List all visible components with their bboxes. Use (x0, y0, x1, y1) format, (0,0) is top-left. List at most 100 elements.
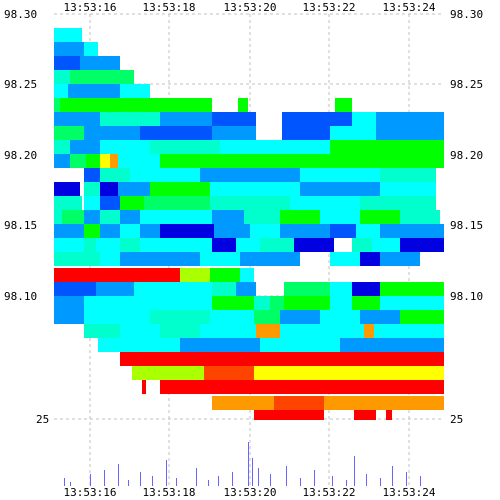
volume-bar (258, 468, 259, 486)
volume-bar (152, 476, 153, 486)
heatmap-cell (270, 366, 444, 380)
volume-bar (300, 478, 301, 486)
heatmap-cell (84, 224, 100, 238)
heatmap-cell (54, 56, 80, 70)
heatmap-cell (380, 168, 436, 182)
heatmap-cell (54, 42, 84, 56)
heatmap-cell (300, 182, 380, 196)
heatmap-cell (118, 154, 160, 168)
volume-bar (232, 472, 233, 486)
heatmap-cell (380, 296, 444, 310)
heatmap-cell (84, 310, 150, 324)
heatmap-cell (270, 296, 284, 310)
volume-bar (128, 480, 129, 486)
heatmap-cell (100, 210, 120, 224)
volume-tick-label-right: 25 (450, 413, 463, 426)
heatmap-cell (140, 238, 212, 252)
heatmap-cell (120, 224, 140, 238)
volume-bar (380, 478, 381, 486)
heatmap-cell (280, 224, 330, 238)
heatmap-cell (324, 396, 444, 410)
heatmap-cell (360, 210, 400, 224)
volume-bar (218, 476, 219, 486)
heatmap-cell (380, 182, 436, 196)
heatmap-cell (212, 126, 256, 140)
heatmap-cell (100, 182, 118, 196)
heatmap-cell (70, 70, 134, 84)
heatmap-cell (160, 324, 200, 338)
heatmap-cell (62, 210, 84, 224)
heatmap-cell (360, 196, 436, 210)
heatmap-cell (200, 168, 300, 182)
heatmap-cell (54, 310, 84, 324)
heatmap-cell (54, 210, 62, 224)
heatmap-cell (160, 154, 444, 168)
heatmap-cell (84, 296, 144, 310)
volume-bar (90, 474, 91, 486)
heatmap-cell (280, 310, 320, 324)
heatmap-cell (200, 324, 256, 338)
heatmap-cell (180, 268, 210, 282)
heatmap-cell (54, 182, 80, 196)
x-tick-label-bottom: 13:53:16 (64, 486, 117, 499)
heatmap-cell (360, 310, 400, 324)
volume-bar (270, 474, 271, 486)
heatmap-cell (282, 126, 330, 140)
heatmap-cell (240, 268, 254, 282)
heatmap-cell (380, 282, 444, 296)
y-tick-label-right: 98.10 (450, 290, 483, 303)
heatmap-cell (160, 224, 214, 238)
heatmap-cell (84, 126, 140, 140)
volume-bar (366, 474, 367, 486)
heatmap-cell (376, 112, 444, 126)
heatmap-cell (354, 410, 376, 420)
heatmap-cell (144, 296, 212, 310)
volume-bar (420, 476, 421, 486)
heatmap-cell (84, 324, 120, 338)
heatmap-cell (212, 238, 236, 252)
y-tick-label-right: 98.30 (450, 8, 483, 21)
heatmap-cell (374, 324, 444, 338)
x-tick-label-top: 13:53:20 (224, 1, 277, 14)
top-x-axis: 13:53:16 13:53:18 13:53:20 13:53:22 13:5… (64, 1, 436, 14)
heatmap-cell (360, 252, 380, 266)
heatmap-cell (238, 98, 248, 112)
volume-tick-label-left: 25 (36, 413, 49, 426)
heatmap-cell (254, 310, 280, 324)
heatmap-cell (150, 310, 210, 324)
heatmap-cell (380, 252, 420, 266)
heatmap-cell (254, 410, 324, 420)
heatmap-cell (54, 252, 100, 266)
heatmap-cell (400, 238, 444, 252)
heatmap-cell (256, 324, 280, 338)
heatmap-cell (294, 238, 334, 252)
heatmap-cell (274, 396, 324, 410)
heatmap-cell (400, 310, 444, 324)
heatmap-cell (70, 154, 86, 168)
x-tick-label-top: 13:53:22 (303, 1, 356, 14)
heatmap-cell (54, 28, 82, 42)
heatmap-cell (376, 126, 444, 140)
heatmap-cell (335, 98, 352, 112)
heatmap-cell (54, 98, 60, 112)
volume-bar (332, 476, 333, 486)
heatmap-cell (260, 338, 340, 352)
heatmap-cell (132, 366, 204, 380)
left-y-axis: 98.30 98.25 98.20 98.15 98.10 25 (4, 8, 49, 426)
heatmap-cell (120, 352, 444, 366)
heatmap-cell (118, 182, 150, 196)
heatmap-cell (284, 296, 330, 310)
heatmap-cell (100, 140, 150, 154)
heatmap-cell (120, 238, 140, 252)
y-tick-label-right: 98.25 (450, 78, 483, 91)
volume-bar (392, 466, 393, 486)
heatmap-cell (54, 126, 84, 140)
heatmap-cell (236, 282, 256, 296)
heatmap-cell (120, 252, 200, 266)
heatmap-cell (240, 252, 300, 266)
heatmap-cell (100, 154, 110, 168)
heatmap-cell (70, 140, 100, 154)
volume-bar (406, 472, 407, 486)
heatmap-cell (330, 126, 376, 140)
